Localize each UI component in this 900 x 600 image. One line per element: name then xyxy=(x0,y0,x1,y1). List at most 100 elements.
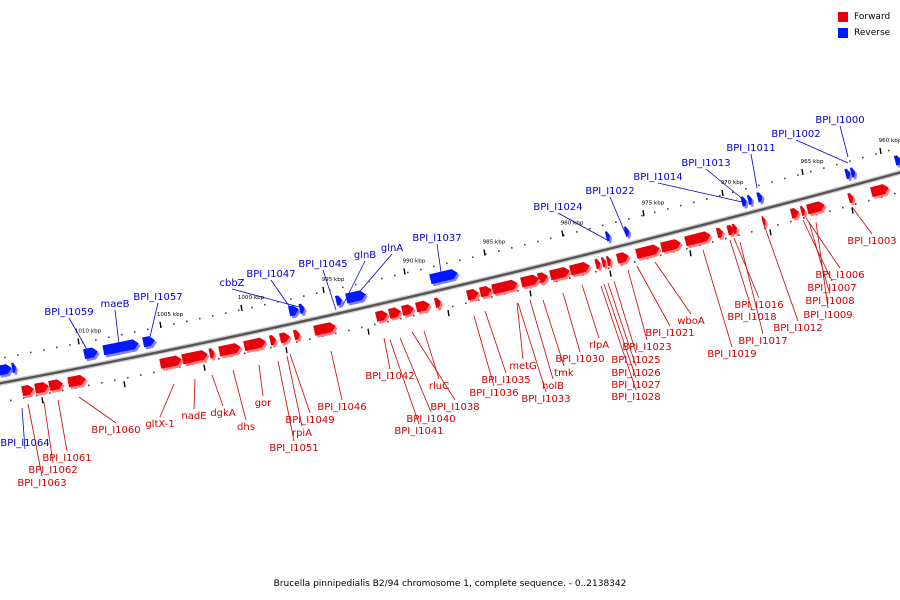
track-dot xyxy=(62,389,64,392)
gene-body xyxy=(298,303,305,314)
track-dot xyxy=(615,221,617,223)
leader-line xyxy=(484,310,507,374)
leader-line xyxy=(21,407,26,450)
track-dot xyxy=(348,329,350,332)
track-dot xyxy=(706,198,708,200)
forward-gene xyxy=(401,304,416,318)
leader-line xyxy=(517,302,547,393)
gene-body xyxy=(731,223,737,234)
gene-body xyxy=(0,364,12,376)
track-dot xyxy=(433,265,435,268)
leader-line xyxy=(258,364,264,397)
track-dot xyxy=(277,301,279,303)
track-dot xyxy=(394,274,396,277)
reverse-gene xyxy=(288,305,301,319)
track-dot xyxy=(387,320,389,323)
track-dot xyxy=(270,346,272,349)
tick-mark xyxy=(642,210,645,217)
track-dot xyxy=(251,306,253,309)
track-dot xyxy=(303,295,305,297)
gene-body xyxy=(569,262,590,276)
track-dot xyxy=(420,268,422,271)
gene-body xyxy=(847,192,854,204)
track-dot xyxy=(335,332,337,335)
track-dot xyxy=(309,338,311,340)
gene-label-bpi-i1036: BPI_I1036 xyxy=(469,388,518,399)
forward-gene xyxy=(313,322,338,338)
forward-gene xyxy=(789,207,801,221)
leader-line xyxy=(636,265,671,327)
track-dot xyxy=(745,187,747,190)
tick-mark xyxy=(123,381,126,388)
gene-body xyxy=(429,269,458,285)
track-dot xyxy=(498,250,500,252)
track-dot xyxy=(114,379,116,382)
tick-label: 965 kbp xyxy=(801,159,824,165)
track-dot xyxy=(36,394,38,397)
track-dot xyxy=(140,374,142,376)
gene-body xyxy=(83,347,98,360)
gene-label-bpi-i1014: BPI_I1014 xyxy=(633,172,682,183)
reverse-gene xyxy=(746,194,755,208)
gene-body xyxy=(844,168,851,180)
forward-gene xyxy=(34,382,51,396)
track-dot xyxy=(680,204,682,207)
gene-body xyxy=(604,231,610,242)
gene-body xyxy=(635,244,660,259)
track-dot xyxy=(894,192,896,195)
leader-line xyxy=(383,337,391,370)
tick-mark xyxy=(879,147,882,155)
gene-body xyxy=(67,374,86,388)
track-dot xyxy=(875,153,877,155)
forward-gene xyxy=(615,252,631,266)
tick-mark xyxy=(689,250,692,257)
forward-gene xyxy=(799,205,808,219)
gene-label-bpi-i1008: BPI_I1008 xyxy=(805,296,854,307)
leader-line xyxy=(657,182,743,203)
gene-label-metg: metG xyxy=(509,361,537,372)
track-dot xyxy=(478,299,480,301)
gene-body xyxy=(520,274,539,288)
leader-line xyxy=(114,309,120,345)
track-dot xyxy=(56,346,58,349)
gene-label-rpia: rpiA xyxy=(292,428,312,439)
gene-label-maeb: maeB xyxy=(101,299,130,310)
tick-mark xyxy=(322,286,325,293)
gene-body xyxy=(623,226,629,237)
tick-mark xyxy=(203,364,206,371)
forward-gene xyxy=(600,257,609,270)
track-dot xyxy=(693,201,695,204)
label-leader-lines xyxy=(21,125,873,477)
track-dot xyxy=(108,336,110,339)
gene-label-dhs: dhs xyxy=(237,422,255,433)
leader-line xyxy=(411,331,456,401)
leader-line xyxy=(815,221,829,309)
tick-label: 970 kbp xyxy=(721,180,744,186)
gene-label-bpi-i1013: BPI_I1013 xyxy=(681,158,730,169)
track-dot xyxy=(238,309,240,312)
gene-label-gor: gor xyxy=(255,398,272,409)
track-dot xyxy=(667,208,669,210)
track-dot xyxy=(413,314,415,317)
gene-label-bpi-i1024: BPI_I1024 xyxy=(533,202,582,213)
track-dot xyxy=(296,341,298,343)
gene-label-bpi-i1028: BPI_I1028 xyxy=(611,392,660,403)
tick-label: 975 kbp xyxy=(642,200,665,206)
forward-gene xyxy=(870,184,891,200)
leader-line xyxy=(613,280,637,354)
gene-label-tmk: tmk xyxy=(554,368,574,379)
gene-body xyxy=(594,258,601,270)
gene-label-bpi-i1021: BPI_I1021 xyxy=(645,328,694,339)
legend-swatch-reverse xyxy=(838,27,848,38)
gene-label-bpi-i1030: BPI_I1030 xyxy=(555,354,604,365)
gene-body xyxy=(756,192,763,203)
gene-label-bpi-i1023: BPI_I1023 xyxy=(622,342,671,353)
track-dot xyxy=(868,199,870,202)
track-dot xyxy=(361,326,363,329)
gene-label-bpi-i1019: BPI_I1019 xyxy=(707,349,756,360)
track-dot xyxy=(732,191,734,193)
forward-gene xyxy=(731,223,740,236)
gene-label-bpi-i1047: BPI_I1047 xyxy=(246,269,295,280)
leader-line xyxy=(231,288,304,309)
leader-line xyxy=(286,355,303,427)
